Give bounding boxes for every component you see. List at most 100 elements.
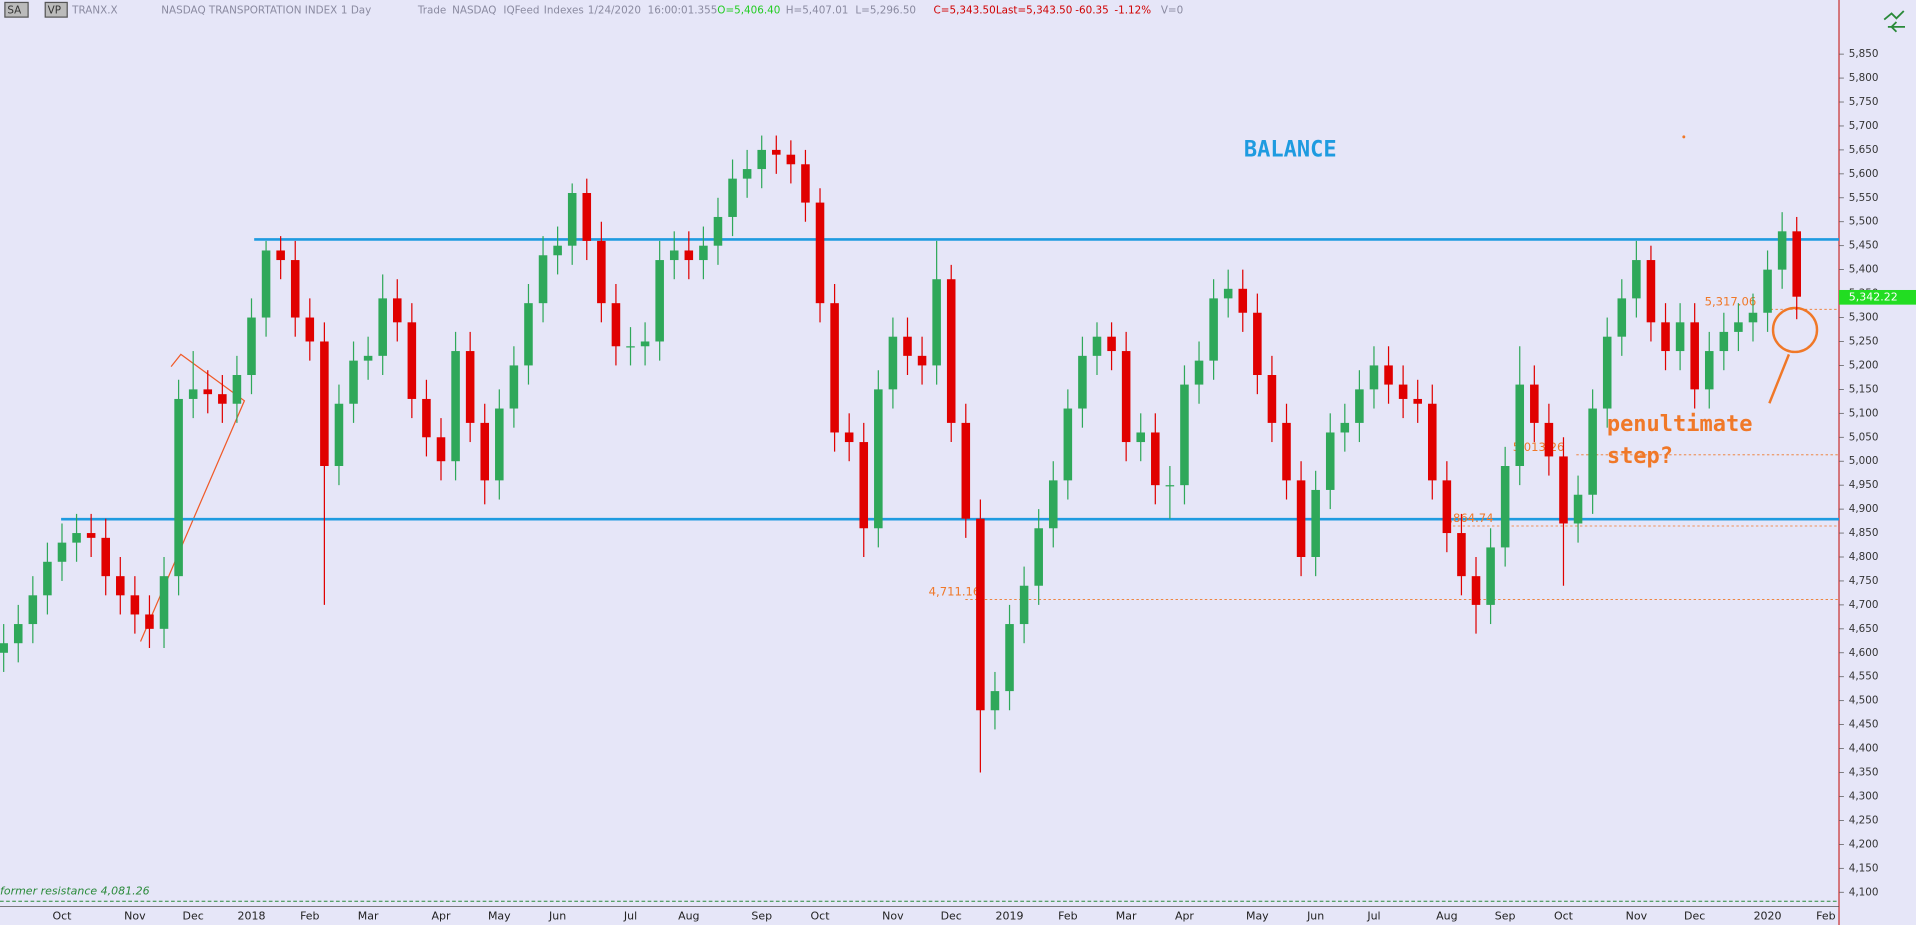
candle-body (1107, 336, 1116, 352)
candle-body (451, 351, 460, 462)
y-tick-label: 4,650 (1849, 623, 1879, 635)
candle-body (684, 250, 694, 261)
candle-body (320, 341, 329, 467)
candle-body (1588, 408, 1597, 495)
level-label: 4,711.16 (929, 585, 981, 599)
candle-body (1661, 322, 1670, 352)
y-tick-label: 4,850 (1849, 527, 1879, 539)
candle-body (43, 561, 52, 596)
high-value: H=5,407.01 (786, 4, 849, 16)
x-tick-label: Dec (941, 909, 962, 922)
vp-button[interactable] (44, 1, 68, 18)
y-tick-label: 4,300 (1849, 790, 1879, 802)
candle-body (801, 164, 810, 203)
candle-body (261, 250, 271, 318)
y-tick-label: 5,450 (1849, 240, 1879, 252)
y-tick-label: 4,250 (1849, 814, 1879, 826)
x-tick-label: Aug (678, 909, 699, 922)
last-price-tag (1839, 289, 1916, 305)
candle-body (1471, 576, 1481, 605)
candle-body (1209, 298, 1218, 361)
candle-body (1034, 528, 1043, 586)
y-tick-label: 4,350 (1849, 767, 1879, 779)
candle-body (1457, 533, 1466, 577)
toolbar-item: Trade (417, 4, 446, 16)
candle-body (290, 260, 300, 318)
candle-body (509, 365, 519, 409)
x-tick-label: Nov (882, 909, 904, 922)
candle-body (713, 216, 723, 246)
y-tick-label: 4,600 (1849, 647, 1879, 659)
candle-body (1690, 322, 1699, 390)
candle-body (1063, 408, 1073, 481)
y-tick-label: 5,500 (1849, 216, 1879, 228)
y-tick-label: 5,600 (1849, 168, 1879, 180)
candle-body (1777, 231, 1787, 270)
y-tick-label: 5,200 (1849, 359, 1879, 371)
candle-body (1632, 260, 1641, 299)
open-value: O=5,406.40 (717, 4, 780, 16)
candle-body (961, 422, 971, 519)
y-tick-label: 5,000 (1849, 455, 1879, 467)
candle-body (1340, 422, 1350, 433)
candle-body (1078, 355, 1087, 409)
y-tick-label: 5,750 (1849, 96, 1879, 108)
candle-body (13, 624, 23, 644)
x-tick-label: Nov (1626, 909, 1648, 922)
toolbar-item[interactable]: SA (7, 4, 22, 16)
y-tick-label: 4,800 (1849, 551, 1879, 563)
interval[interactable]: 1 Day (341, 4, 371, 16)
candle-body (757, 149, 766, 170)
candle-body (145, 614, 154, 629)
x-tick-label: Aug (1436, 909, 1457, 922)
last-price-label: 5,342.22 (1849, 290, 1898, 303)
candle-body (1165, 485, 1175, 487)
x-tick-label: Dec (183, 909, 204, 922)
support-label: former resistance 4,081.26 (0, 884, 150, 897)
candle-body (1223, 288, 1233, 299)
candle-body (1282, 422, 1291, 481)
candle-body (1048, 480, 1058, 529)
candle-body (917, 355, 927, 366)
candle-body (232, 375, 242, 404)
x-tick-label: Jul (623, 909, 637, 922)
candle-body (247, 317, 256, 376)
x-tick-label: Jul (1366, 909, 1380, 922)
x-tick-label: May (1246, 909, 1269, 922)
candle-body (1296, 480, 1306, 558)
y-tick-label: 5,250 (1849, 335, 1879, 347)
toolbar-item: NASDAQ (452, 4, 496, 16)
candle-body (1748, 312, 1758, 323)
symbol-name: NASDAQ TRANSPORTATION INDEX (161, 4, 337, 16)
candle-body (990, 691, 1000, 711)
sa-button[interactable] (4, 1, 29, 18)
candle-body (174, 398, 183, 577)
candle-body (728, 178, 737, 217)
y-tick-label: 4,950 (1849, 479, 1879, 491)
candle-body (1019, 585, 1029, 625)
toolbar-item[interactable]: VP (48, 4, 61, 16)
candle-body (378, 298, 387, 356)
dot (1682, 135, 1686, 139)
candle-body (742, 169, 752, 179)
candle-body (772, 149, 781, 155)
corner-icon[interactable] (1883, 10, 1905, 33)
y-tick-label: 4,100 (1849, 886, 1879, 898)
x-tick-label: Feb (1058, 909, 1077, 922)
candle-body (116, 576, 125, 596)
candle-body (1500, 466, 1510, 548)
candle-body (1267, 375, 1277, 423)
x-tick-label: Oct (52, 909, 72, 922)
x-tick-label: Oct (811, 909, 831, 922)
candle-body (86, 533, 96, 538)
toolbar-item: IQFeed (503, 4, 539, 16)
candle-body (0, 643, 8, 653)
y-tick-label: 5,800 (1849, 72, 1879, 84)
candle-body (1734, 322, 1743, 332)
candle-body (1544, 422, 1554, 457)
candle-body (699, 245, 708, 261)
x-tick-label: Jun (1306, 909, 1324, 922)
candle-body (188, 389, 198, 399)
y-tick-label: 5,400 (1849, 264, 1879, 276)
symbol: TRANX.X (71, 4, 118, 16)
